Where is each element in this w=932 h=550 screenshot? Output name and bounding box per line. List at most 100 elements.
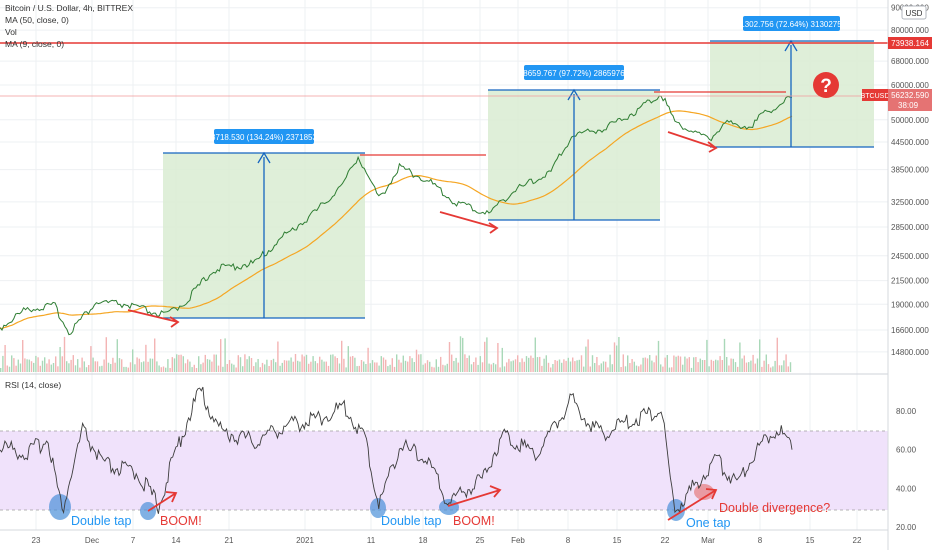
volume-bar [46,363,48,372]
volume-bar [244,354,246,372]
volume-bar [446,363,448,372]
volume-bar [39,365,41,372]
volume-bar [695,357,697,372]
volume-bar [620,367,622,372]
volume-bar [275,362,277,372]
volume-bar [613,342,616,372]
volume-bar [629,363,631,372]
volume-bar [237,355,239,372]
volume-bar [193,364,195,372]
volume-bar [330,354,332,372]
volume-bar [162,366,165,372]
volume-bar [314,361,316,372]
volume-bar [429,361,431,372]
volume-bar [88,365,90,372]
price-line [0,95,793,336]
time-tick-label: 18 [419,536,428,545]
volume-bar [365,364,367,372]
volume-bar [374,362,376,372]
volume-bar [556,360,558,372]
volume-bar [732,358,734,372]
volume-bar [264,364,266,372]
volume-bar [701,360,704,372]
volume-bar [396,354,398,372]
volume-bar [420,354,422,372]
volume-bar [72,355,74,372]
volume-bar [343,358,345,372]
volume-bar [259,367,261,372]
volume-bar [737,366,739,372]
time-tick-label: 25 [476,536,485,545]
volume-bar [539,356,541,372]
volume-bar [638,366,640,372]
volume-bar [545,355,547,372]
volume-bar [59,347,61,372]
volume-bar [136,357,138,372]
volume-bar [622,354,624,372]
volume-bar [156,361,158,372]
volume-bar [11,355,13,372]
volume-bar [279,365,281,372]
volume-bar [387,366,389,372]
volume-bar [299,361,301,372]
volume-bar [745,362,748,372]
volume-bar [547,362,550,372]
volume-bar [195,368,198,372]
volume-bar [682,364,684,372]
volume-bar [787,366,789,372]
volume-bar [567,357,569,372]
volume-bar [712,360,715,372]
volume-bar [286,360,288,372]
volume-bar [565,360,567,372]
volume-bar [783,360,785,372]
legend-ma50: MA (50, close, 0) [5,15,69,25]
volume-bar [226,364,228,372]
svg-text:28659.767 (97.72%) 28659767: 28659.767 (97.72%) 28659767 [519,69,630,78]
time-axis[interactable]: 23 Dec 7 14 21 2021 11 18 25 Feb 8 15 22 Mar 8 15 22 [32,536,862,545]
time-tick-label: 7 [131,536,136,545]
volume-bar [688,357,690,372]
measure-box-3[interactable] [710,41,874,147]
volume-bar [85,367,88,372]
measure-label-1: 23718.530 (134.24%) 23718530 [207,129,322,144]
volume-bar [453,361,455,372]
time-tick-label: Dec [85,536,99,545]
time-tick-label: Mar [701,536,715,545]
volume-bar [28,359,30,372]
volume-bar [534,337,536,372]
volume-bar [281,362,283,372]
volume-bar [697,362,699,372]
volume-bar [662,366,664,372]
volume-bar [580,355,583,372]
volume-bar [224,338,226,372]
symbol-tag: BTCUSD [861,89,890,101]
volume-bar [591,355,594,372]
volume-bar [272,358,275,372]
volume-bar [61,356,63,372]
volume-bar [176,354,178,372]
time-tick-label: 15 [806,536,815,545]
rsi-band [0,431,888,510]
volume-bar [508,358,510,372]
currency-button[interactable]: USD [901,5,927,20]
volume-bar [101,365,103,372]
volume-bar [723,338,726,372]
svg-text:56232.590: 56232.590 [891,91,929,100]
volume-bar [424,363,426,372]
volume-bar [739,342,741,372]
volume-bar [222,366,224,372]
volume-bar [347,346,349,372]
time-tick-label: 2021 [296,536,314,545]
volume-bar [105,337,107,372]
volume-bar [107,362,110,372]
volume-bar [572,357,574,372]
volume-bar [748,362,750,372]
time-tick-label: Feb [511,536,525,545]
volume-bar [754,363,756,372]
svg-text:BTCUSD: BTCUSD [861,93,890,100]
ma50-line [0,110,793,330]
measure-label-3: 31302.756 (72.64%) 31302756 [736,16,847,31]
volume-bar [198,356,200,372]
volume-bar [235,367,237,372]
